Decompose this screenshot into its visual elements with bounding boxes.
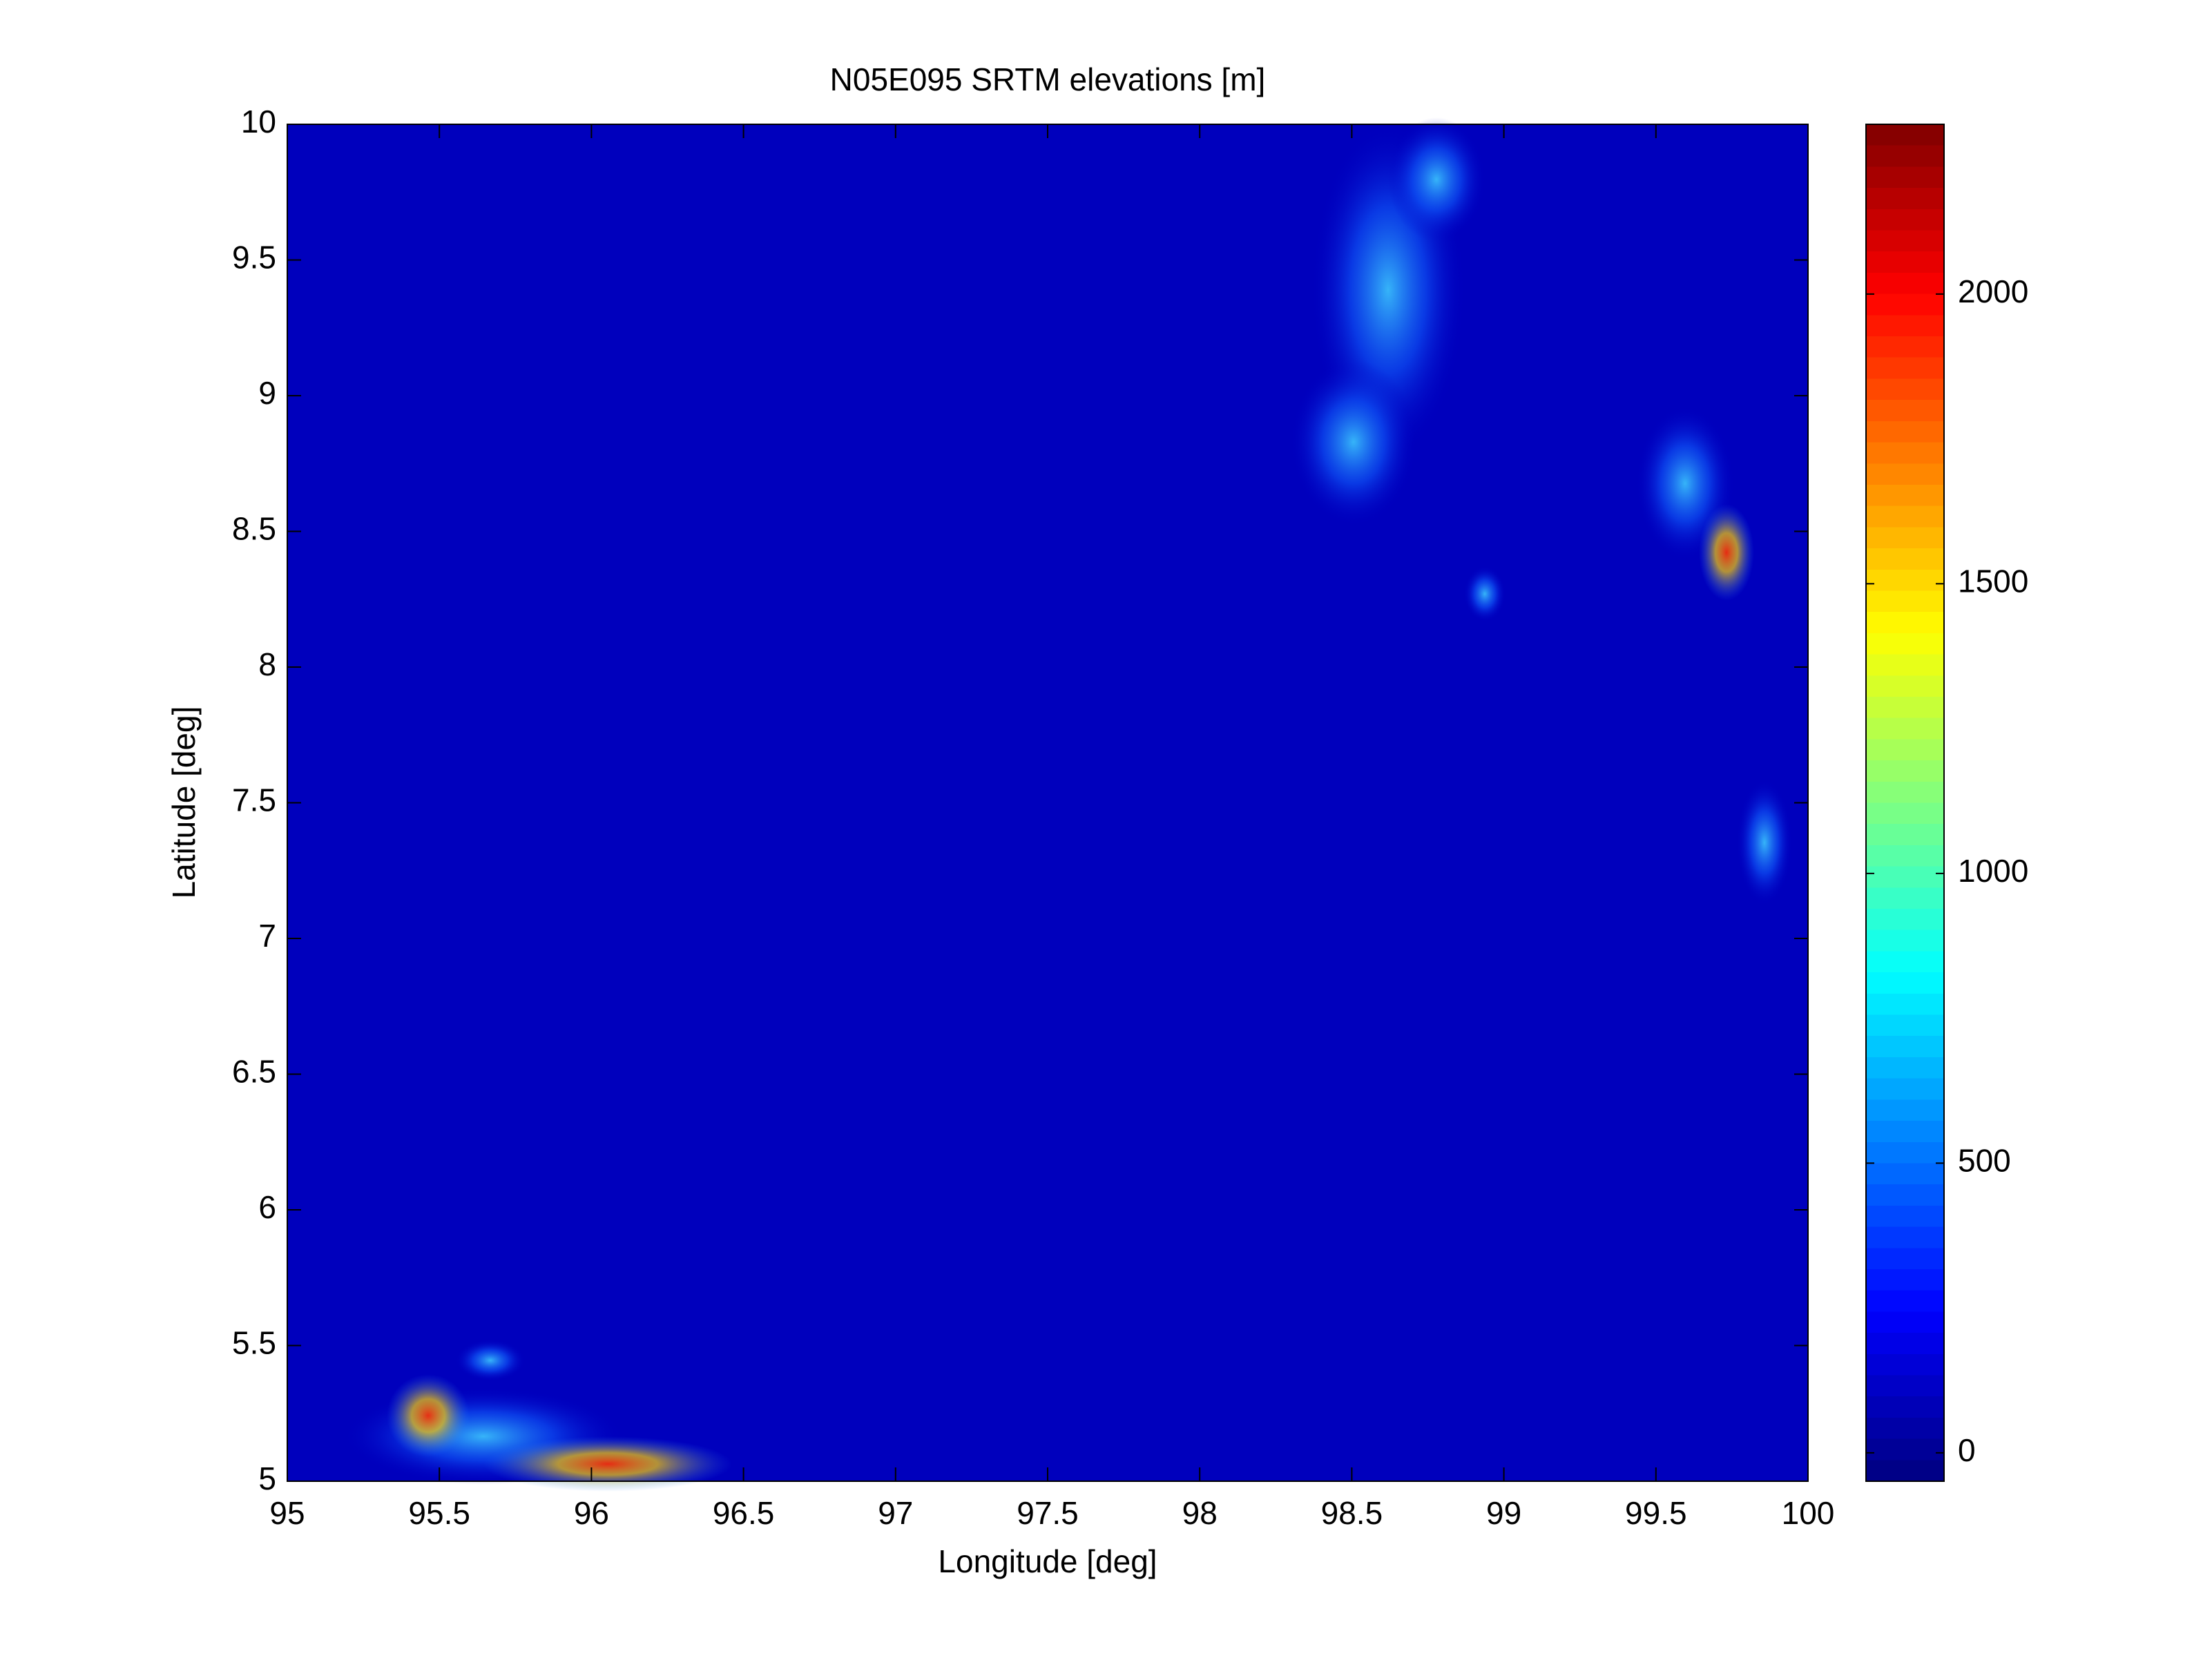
elevation-image (287, 124, 1808, 1481)
y-axis-label: Latitude [deg] (166, 706, 202, 899)
terrain-highland (1388, 117, 1485, 242)
terrain-highlands (345, 117, 1792, 1492)
y-tick-label: 8.5 (232, 511, 276, 547)
colorbar-tick-label: 0 (1958, 1432, 1976, 1468)
y-tick-label: 9 (258, 375, 276, 411)
colorbar-tick-label: 1500 (1958, 563, 2028, 599)
terrain-highland (456, 1340, 525, 1381)
x-axis-label: Longitude [deg] (938, 1543, 1157, 1579)
y-tick-label: 6 (258, 1189, 276, 1225)
y-tick-label: 5 (258, 1461, 276, 1496)
terrain-highland (387, 1374, 470, 1457)
y-tick-label: 10 (241, 104, 276, 139)
y-tick-label: 9.5 (232, 240, 276, 276)
y-tick-label: 5.5 (232, 1325, 276, 1361)
x-tick-label: 96.5 (713, 1495, 775, 1531)
x-tick-label: 96 (574, 1495, 609, 1531)
x-tick-label: 97 (878, 1495, 913, 1531)
colorbar (1865, 124, 1945, 1482)
colorbar-tick-label: 2000 (1958, 273, 2028, 309)
y-tick-label: 8 (258, 646, 276, 682)
x-tick-label: 95 (269, 1495, 305, 1531)
x-tick-label: 95.5 (408, 1495, 470, 1531)
x-tick-label: 98.5 (1321, 1495, 1383, 1531)
x-tick-label: 99 (1486, 1495, 1521, 1531)
terrain-highland (1464, 566, 1506, 621)
x-tick-label: 99.5 (1625, 1495, 1687, 1531)
terrain-highland (1291, 359, 1416, 525)
terrain-highland (483, 1436, 732, 1492)
x-tick-label: 98 (1182, 1495, 1218, 1531)
chart-title: N05E095 SRTM elevations [m] (830, 61, 1266, 97)
colorbar-tick-label: 500 (1958, 1143, 2011, 1179)
y-tick-label: 7.5 (232, 782, 276, 818)
colorbar-tick-label: 1000 (1958, 853, 2028, 889)
y-tick-label: 6.5 (232, 1054, 276, 1090)
x-tick-label: 97.5 (1017, 1495, 1079, 1531)
y-tick-label: 7 (258, 918, 276, 954)
terrain-highland (1699, 504, 1754, 601)
x-tick-label: 100 (1782, 1495, 1835, 1531)
terrain-highland (1737, 780, 1792, 905)
